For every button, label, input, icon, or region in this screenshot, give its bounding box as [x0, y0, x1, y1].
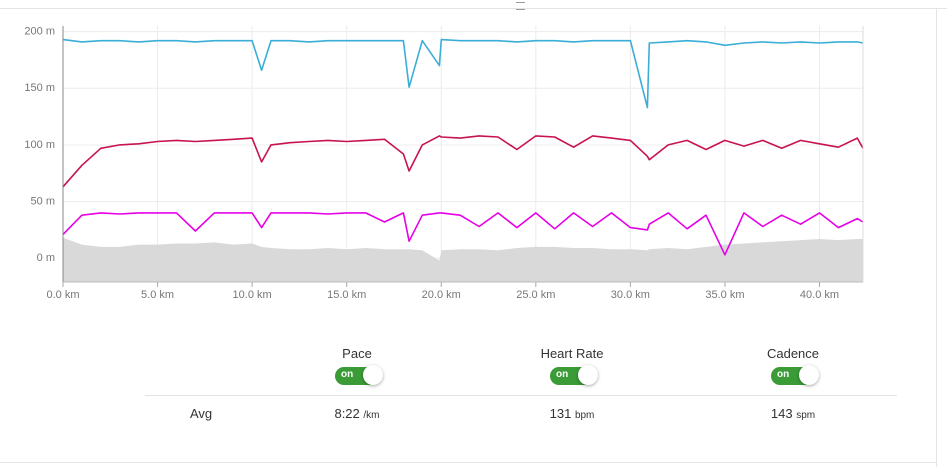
toggle-switch[interactable]: on: [550, 365, 598, 385]
line: [62, 135, 864, 188]
avg-unit: bpm: [574, 410, 595, 421]
toggle-state: on: [341, 369, 354, 380]
toggle-switch[interactable]: on: [335, 365, 383, 385]
avg-item: 143 spm: [733, 406, 853, 421]
chart: 0 m 50 m 100 m 150 m 200 m 0.0 km 5.0 km 10.0 k…: [24, 26, 864, 301]
toggle-state: on: [777, 369, 790, 380]
y-tick-label: 0 m: [37, 252, 55, 264]
avg-value: 131: [549, 406, 572, 421]
y-tick-label: 50 m: [31, 195, 55, 207]
toggle-label: Heart Rate: [540, 346, 604, 361]
toggle-knob: [799, 365, 819, 385]
x-tick-label: 35.0 km: [705, 289, 744, 301]
line: [62, 38, 864, 109]
y-tick-label: 150 m: [24, 82, 55, 94]
avg-label: Avg: [190, 406, 213, 421]
x-tick-label: 20.0 km: [422, 289, 461, 301]
y-tick-label: 200 m: [24, 26, 55, 38]
toggle-switch[interactable]: on: [771, 365, 819, 385]
area: [63, 237, 863, 282]
x-tick-label: 0.0 km: [46, 289, 79, 301]
x-tick-label: 40.0 km: [800, 289, 839, 301]
separator: [145, 395, 897, 396]
x-tick-label: 5.0 km: [141, 289, 174, 301]
top-border: [0, 8, 947, 9]
bottom-border: [0, 462, 937, 463]
x-tick-label: 25.0 km: [516, 289, 555, 301]
x-tick-label: 30.0 km: [611, 289, 650, 301]
avg-value: 8:22: [334, 406, 360, 421]
y-tick-label: 100 m: [24, 139, 55, 151]
toggle-label: Pace: [342, 346, 372, 361]
toggle-label: Cadence: [766, 346, 820, 361]
toggle-state: on: [556, 369, 569, 380]
avg-item: 8:22 /km: [297, 406, 417, 421]
toggle-knob: [363, 365, 383, 385]
drag-handle[interactable]: [516, 2, 525, 10]
avg-item: 131 bpm: [512, 406, 632, 421]
right-border: [936, 8, 937, 467]
avg-unit: /km: [363, 410, 380, 421]
x-tick-label: 15.0 km: [327, 289, 366, 301]
x-tick-label: 10.0 km: [233, 289, 272, 301]
toggle-knob: [578, 365, 598, 385]
line: [62, 212, 864, 256]
avg-unit: spm: [796, 410, 816, 421]
avg-value: 143: [770, 406, 793, 421]
